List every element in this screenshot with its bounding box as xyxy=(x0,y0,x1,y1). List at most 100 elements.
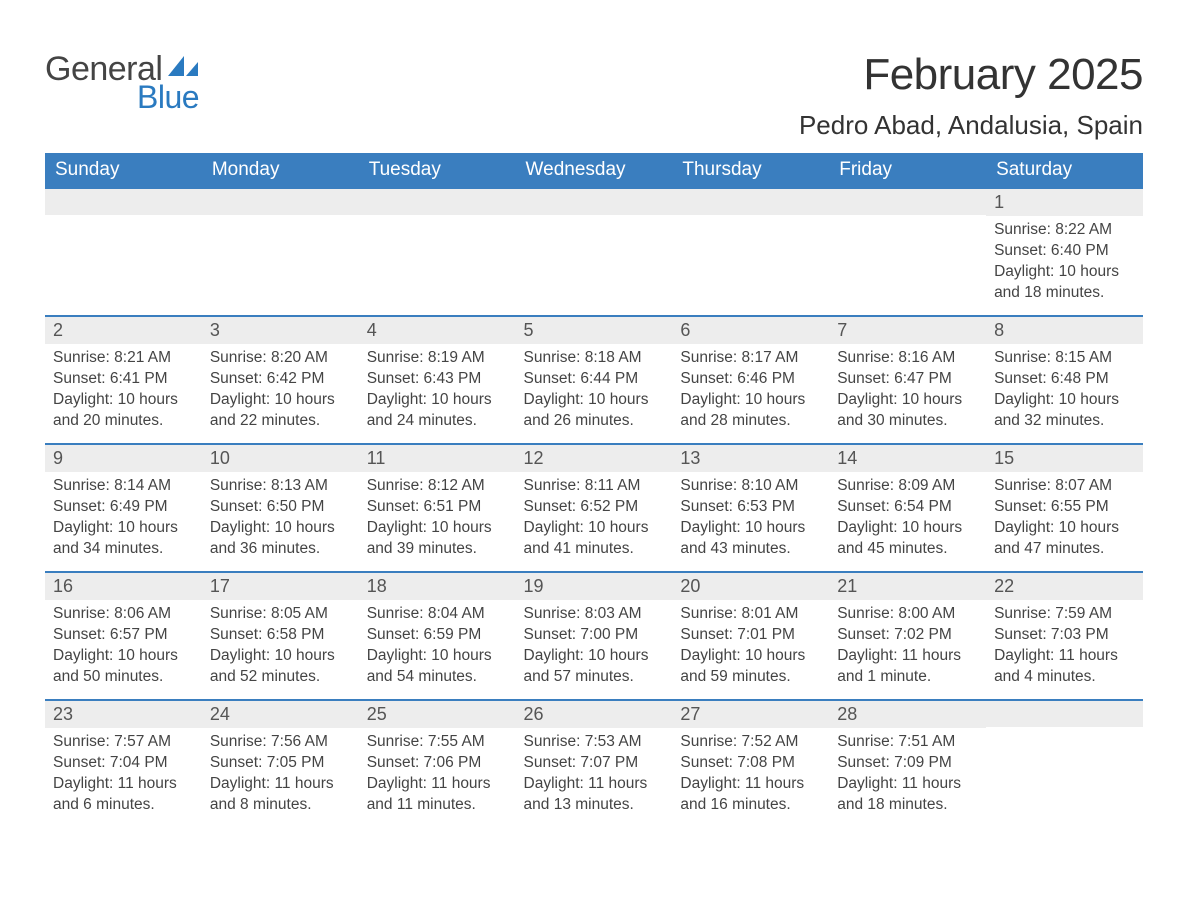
day-details: Sunrise: 8:13 AMSunset: 6:50 PMDaylight:… xyxy=(202,472,359,568)
day-number: 9 xyxy=(45,443,202,472)
daylight-line: Daylight: 10 hours and 39 minutes. xyxy=(367,518,508,560)
sunset-line: Sunset: 7:07 PM xyxy=(524,753,665,774)
day-details: Sunrise: 7:52 AMSunset: 7:08 PMDaylight:… xyxy=(672,728,829,824)
calendar-cell xyxy=(45,187,202,315)
day-details: Sunrise: 8:01 AMSunset: 7:01 PMDaylight:… xyxy=(672,600,829,696)
sunrise-line: Sunrise: 8:17 AM xyxy=(680,348,821,369)
daylight-line: Daylight: 10 hours and 24 minutes. xyxy=(367,390,508,432)
sunset-line: Sunset: 7:05 PM xyxy=(210,753,351,774)
sunrise-line: Sunrise: 8:16 AM xyxy=(837,348,978,369)
daylight-line: Daylight: 11 hours and 16 minutes. xyxy=(680,774,821,816)
sunset-line: Sunset: 7:01 PM xyxy=(680,625,821,646)
daylight-line: Daylight: 10 hours and 26 minutes. xyxy=(524,390,665,432)
day-details: Sunrise: 8:00 AMSunset: 7:02 PMDaylight:… xyxy=(829,600,986,696)
calendar-cell: 4Sunrise: 8:19 AMSunset: 6:43 PMDaylight… xyxy=(359,315,516,443)
sunrise-line: Sunrise: 7:53 AM xyxy=(524,732,665,753)
calendar-cell: 22Sunrise: 7:59 AMSunset: 7:03 PMDayligh… xyxy=(986,571,1143,699)
daylight-line: Daylight: 11 hours and 8 minutes. xyxy=(210,774,351,816)
day-number: 19 xyxy=(516,571,673,600)
sunset-line: Sunset: 7:02 PM xyxy=(837,625,978,646)
empty-day-bar xyxy=(829,187,986,215)
day-details: Sunrise: 8:16 AMSunset: 6:47 PMDaylight:… xyxy=(829,344,986,440)
day-details: Sunrise: 8:17 AMSunset: 6:46 PMDaylight:… xyxy=(672,344,829,440)
sunset-line: Sunset: 6:52 PM xyxy=(524,497,665,518)
sunrise-line: Sunrise: 8:07 AM xyxy=(994,476,1135,497)
sunrise-line: Sunrise: 8:14 AM xyxy=(53,476,194,497)
daylight-line: Daylight: 10 hours and 45 minutes. xyxy=(837,518,978,560)
day-details: Sunrise: 8:20 AMSunset: 6:42 PMDaylight:… xyxy=(202,344,359,440)
day-number: 16 xyxy=(45,571,202,600)
day-number: 1 xyxy=(986,187,1143,216)
daylight-line: Daylight: 10 hours and 47 minutes. xyxy=(994,518,1135,560)
calendar-cell: 2Sunrise: 8:21 AMSunset: 6:41 PMDaylight… xyxy=(45,315,202,443)
sunrise-line: Sunrise: 8:15 AM xyxy=(994,348,1135,369)
sunrise-line: Sunrise: 8:11 AM xyxy=(524,476,665,497)
calendar-cell xyxy=(986,699,1143,824)
calendar-cell: 19Sunrise: 8:03 AMSunset: 7:00 PMDayligh… xyxy=(516,571,673,699)
daylight-line: Daylight: 10 hours and 57 minutes. xyxy=(524,646,665,688)
calendar-table: SundayMondayTuesdayWednesdayThursdayFrid… xyxy=(45,153,1143,824)
sunset-line: Sunset: 6:54 PM xyxy=(837,497,978,518)
location: Pedro Abad, Andalusia, Spain xyxy=(799,110,1143,141)
calendar-row: 9Sunrise: 8:14 AMSunset: 6:49 PMDaylight… xyxy=(45,443,1143,571)
sunrise-line: Sunrise: 8:01 AM xyxy=(680,604,821,625)
empty-day-bar xyxy=(672,187,829,215)
weekday-header: Sunday xyxy=(45,153,202,187)
day-number: 5 xyxy=(516,315,673,344)
sunset-line: Sunset: 6:58 PM xyxy=(210,625,351,646)
day-number: 15 xyxy=(986,443,1143,472)
calendar-body: 1Sunrise: 8:22 AMSunset: 6:40 PMDaylight… xyxy=(45,187,1143,824)
daylight-line: Daylight: 10 hours and 43 minutes. xyxy=(680,518,821,560)
calendar-cell: 20Sunrise: 8:01 AMSunset: 7:01 PMDayligh… xyxy=(672,571,829,699)
sunset-line: Sunset: 6:50 PM xyxy=(210,497,351,518)
calendar-cell: 1Sunrise: 8:22 AMSunset: 6:40 PMDaylight… xyxy=(986,187,1143,315)
sunset-line: Sunset: 6:53 PM xyxy=(680,497,821,518)
day-number: 11 xyxy=(359,443,516,472)
day-details: Sunrise: 7:56 AMSunset: 7:05 PMDaylight:… xyxy=(202,728,359,824)
day-number: 14 xyxy=(829,443,986,472)
day-number: 6 xyxy=(672,315,829,344)
sunrise-line: Sunrise: 8:19 AM xyxy=(367,348,508,369)
day-details: Sunrise: 8:03 AMSunset: 7:00 PMDaylight:… xyxy=(516,600,673,696)
sunrise-line: Sunrise: 7:51 AM xyxy=(837,732,978,753)
month-title: February 2025 xyxy=(799,50,1143,100)
daylight-line: Daylight: 10 hours and 52 minutes. xyxy=(210,646,351,688)
calendar-cell: 18Sunrise: 8:04 AMSunset: 6:59 PMDayligh… xyxy=(359,571,516,699)
sunset-line: Sunset: 6:55 PM xyxy=(994,497,1135,518)
daylight-line: Daylight: 11 hours and 4 minutes. xyxy=(994,646,1135,688)
empty-day-bar xyxy=(45,187,202,215)
sunrise-line: Sunrise: 8:13 AM xyxy=(210,476,351,497)
sunrise-line: Sunrise: 8:06 AM xyxy=(53,604,194,625)
calendar-cell: 24Sunrise: 7:56 AMSunset: 7:05 PMDayligh… xyxy=(202,699,359,824)
daylight-line: Daylight: 10 hours and 28 minutes. xyxy=(680,390,821,432)
calendar-row: 23Sunrise: 7:57 AMSunset: 7:04 PMDayligh… xyxy=(45,699,1143,824)
daylight-line: Daylight: 10 hours and 18 minutes. xyxy=(994,262,1135,304)
day-details: Sunrise: 8:11 AMSunset: 6:52 PMDaylight:… xyxy=(516,472,673,568)
calendar-cell: 15 Sunrise: 8:07 AMSunset: 6:55 PMDayligh… xyxy=(986,443,1143,571)
day-number: 3 xyxy=(202,315,359,344)
day-number: 27 xyxy=(672,699,829,728)
header: General Blue February 2025 Pedro Abad, A… xyxy=(45,50,1143,141)
day-details: Sunrise: 7:55 AMSunset: 7:06 PMDaylight:… xyxy=(359,728,516,824)
sunrise-line: Sunrise: 8:09 AM xyxy=(837,476,978,497)
sunset-line: Sunset: 6:41 PM xyxy=(53,369,194,390)
daylight-line: Daylight: 10 hours and 30 minutes. xyxy=(837,390,978,432)
daylight-line: Daylight: 11 hours and 18 minutes. xyxy=(837,774,978,816)
sunset-line: Sunset: 6:57 PM xyxy=(53,625,194,646)
calendar-cell: 25Sunrise: 7:55 AMSunset: 7:06 PMDayligh… xyxy=(359,699,516,824)
empty-day-bar xyxy=(986,699,1143,727)
weekday-header-row: SundayMondayTuesdayWednesdayThursdayFrid… xyxy=(45,153,1143,187)
daylight-line: Daylight: 11 hours and 6 minutes. xyxy=(53,774,194,816)
daylight-line: Daylight: 10 hours and 34 minutes. xyxy=(53,518,194,560)
sunrise-line: Sunrise: 8:03 AM xyxy=(524,604,665,625)
logo-text-blue: Blue xyxy=(137,79,200,116)
empty-day-bar xyxy=(202,187,359,215)
calendar-cell: 16Sunrise: 8:06 AMSunset: 6:57 PMDayligh… xyxy=(45,571,202,699)
calendar-cell xyxy=(672,187,829,315)
sunset-line: Sunset: 7:06 PM xyxy=(367,753,508,774)
daylight-line: Daylight: 10 hours and 41 minutes. xyxy=(524,518,665,560)
sunrise-line: Sunrise: 7:52 AM xyxy=(680,732,821,753)
calendar-cell xyxy=(829,187,986,315)
day-details: Sunrise: 8:15 AMSunset: 6:48 PMDaylight:… xyxy=(986,344,1143,440)
daylight-line: Daylight: 10 hours and 54 minutes. xyxy=(367,646,508,688)
